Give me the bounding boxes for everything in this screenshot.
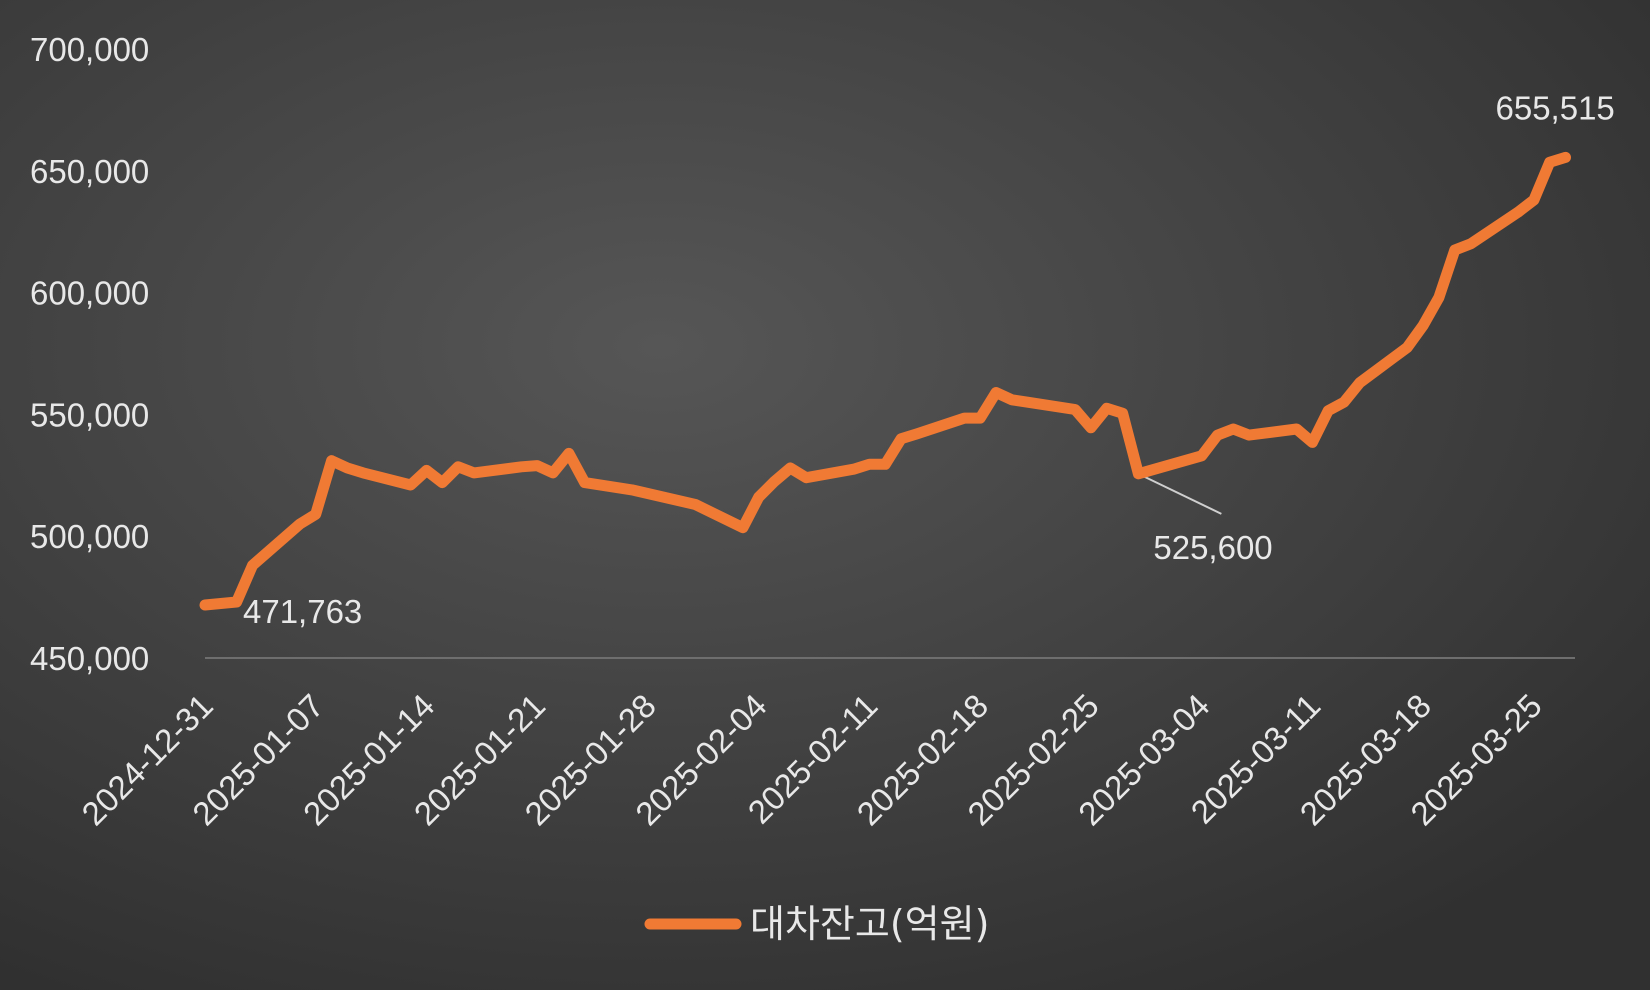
y-tick-label: 700,000 [30,31,149,68]
y-tick-label: 450,000 [30,640,149,677]
data-label: 471,763 [243,593,362,630]
y-tick-label: 500,000 [30,518,149,555]
leader-line [1137,472,1222,515]
y-tick-label: 550,000 [30,396,149,433]
legend-label: 대차잔고(억원) [750,902,989,946]
data-label: 655,515 [1496,89,1615,126]
y-axis-tick-labels: 450,000 500,000 550,000 600,000 650,000 700,0… [30,31,149,677]
y-tick-label: 600,000 [30,275,149,312]
data-label: 525,600 [1153,529,1272,566]
legend[interactable]: 대차잔고(억원) [644,902,989,946]
series-line-daecha-jango [199,151,1571,611]
y-tick-label: 650,000 [30,153,149,190]
annotation-leader-lines [1137,472,1222,515]
data-labels: 471,763 525,600 655,515 [243,89,1615,630]
